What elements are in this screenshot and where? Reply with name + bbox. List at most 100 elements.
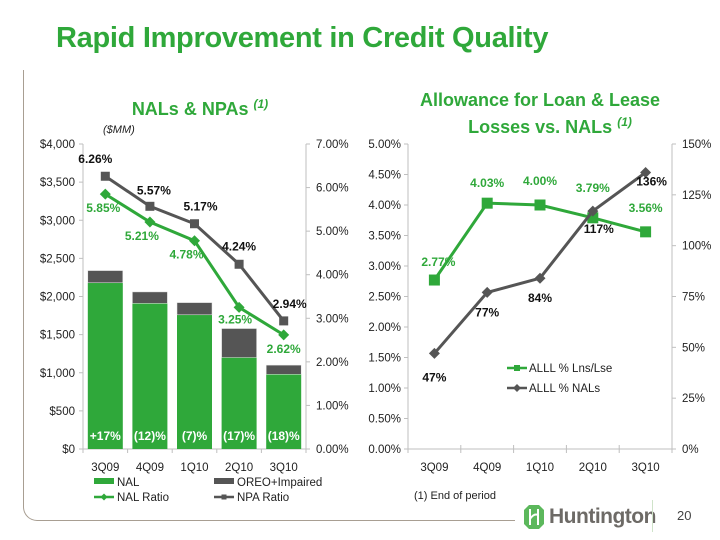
bar-change-label: (17)% — [223, 429, 255, 443]
right-y-tick-label: 1.00% — [316, 400, 349, 412]
legend-swatch — [94, 478, 114, 484]
bar-change-label: (18)% — [268, 429, 300, 443]
npa-ratio-label: 6.26% — [78, 152, 112, 166]
x-tick-label: 1Q10 — [180, 462, 208, 474]
legend-label: OREO+Impaired — [237, 477, 322, 489]
npa-ratio-label: 5.57% — [137, 183, 171, 197]
npa-ratio-label: 4.24% — [222, 239, 256, 253]
alll-nals-marker — [640, 166, 652, 178]
left-y-tick-label: $1,000 — [40, 368, 75, 380]
right-legend-label: ALLL % Lns/Lse — [529, 363, 612, 375]
right-chart-left-tick-label: 0.50% — [368, 414, 401, 426]
right-chart-right-tick-label: 150% — [682, 139, 711, 151]
page-number: 20 — [677, 508, 692, 523]
right-y-tick-label: 5.00% — [316, 226, 349, 238]
right-y-tick-label: 6.00% — [316, 183, 349, 195]
right-chart-right-tick-label: 0% — [682, 444, 699, 456]
x-tick-label: 3Q09 — [91, 462, 119, 474]
right-chart-right-tick-label: 125% — [682, 190, 711, 202]
left-y-tick-label: $500 — [49, 406, 75, 418]
alll-nals-label: 47% — [422, 370, 446, 384]
right-chart-title: Allowance for Loan & Lease Losses vs. NA… — [419, 90, 661, 137]
footnote: (1) End of period — [414, 490, 496, 502]
npa-ratio-label: 5.17% — [183, 200, 217, 214]
bar-nal — [266, 374, 302, 449]
right-legend-marker — [514, 365, 520, 371]
alll-lns-label: 3.79% — [576, 181, 610, 195]
left-y-tick-label: $0 — [62, 444, 75, 456]
alll-nals-label: 136% — [636, 174, 667, 188]
right-legend-marker — [513, 384, 521, 392]
alll-lns-marker — [428, 274, 440, 286]
legend-marker — [100, 493, 108, 501]
legend-label: NAL — [117, 477, 140, 489]
bar-oreo-impaired — [87, 270, 124, 284]
right-y-tick-label: 4.00% — [316, 270, 349, 282]
npa-ratio-marker — [234, 259, 244, 269]
left-chart-title: NALs & NPAs (1) — [131, 97, 269, 119]
npa-ratio-marker — [100, 171, 110, 181]
right-chart-x-tick-label: 4Q09 — [473, 462, 501, 474]
npa-ratio-label: 2.94% — [273, 297, 307, 311]
right-chart-x-tick-label: 1Q10 — [526, 462, 554, 474]
bar-change-label: +17% — [90, 429, 121, 443]
alll-lns-marker — [640, 226, 652, 238]
bar-oreo-impaired — [265, 364, 302, 375]
npa-ratio-marker — [279, 316, 289, 326]
nal-ratio-marker — [99, 188, 111, 200]
left-y-tick-label: $3,500 — [40, 177, 75, 189]
right-chart-left-tick-label: 0.00% — [368, 444, 401, 456]
legend-marker — [221, 494, 227, 500]
alll-lns-label: 4.03% — [470, 176, 504, 190]
alll-nals-label: 84% — [528, 291, 552, 305]
right-chart-left-tick-label: 2.50% — [368, 292, 401, 304]
right-legend-label: ALLL % NALs — [529, 383, 600, 395]
alll-lns-marker — [534, 199, 546, 211]
alll-nals-label: 77% — [475, 305, 499, 319]
alll-lns-label: 3.56% — [629, 201, 663, 215]
right-chart-right-tick-label: 100% — [682, 241, 711, 253]
slide-title: Rapid Improvement in Credit Quality — [56, 22, 549, 54]
left-y-tick-label: $2,500 — [40, 253, 75, 265]
right-chart-left-tick-label: 4.50% — [368, 170, 401, 182]
nal-ratio-label: 5.21% — [125, 229, 159, 243]
legend-label: NPA Ratio — [237, 492, 289, 504]
unit-label: ($MM) — [103, 124, 135, 136]
left-y-tick-label: $4,000 — [40, 139, 75, 151]
right-chart-left-tick-label: 1.00% — [368, 383, 401, 395]
right-chart-left-tick-label: 1.50% — [368, 353, 401, 365]
nal-ratio-marker — [144, 216, 156, 228]
npa-ratio-marker — [190, 219, 199, 229]
right-chart-x-tick-label: 3Q09 — [420, 462, 448, 474]
bar-change-label: (12)% — [134, 429, 166, 443]
right-chart-left-tick-label: 3.00% — [368, 261, 401, 273]
x-tick-label: 2Q10 — [225, 462, 253, 474]
right-y-tick-label: 7.00% — [316, 139, 349, 151]
bar-oreo-impaired — [176, 302, 213, 316]
alll-lns-marker — [481, 197, 493, 209]
huntington-logo-icon — [524, 505, 544, 529]
alll-lns-label: 4.00% — [523, 174, 557, 188]
alll-nals-marker — [587, 205, 599, 217]
nal-ratio-label: 5.85% — [86, 201, 120, 215]
alll-nals-marker — [534, 272, 546, 284]
alll-lns-label: 2.77% — [421, 255, 455, 269]
right-chart-left-tick-label: 5.00% — [368, 139, 401, 151]
right-chart-left-tick-label: 3.50% — [368, 231, 401, 243]
left-y-tick-label: $3,000 — [40, 215, 75, 227]
right-y-tick-label: 3.00% — [316, 313, 349, 325]
footer-divider — [652, 500, 653, 532]
alll-lns-line — [433, 201, 646, 281]
right-chart-x-tick-label: 3Q10 — [632, 462, 660, 474]
npa-ratio-marker — [145, 201, 155, 211]
bar-nal — [87, 282, 123, 449]
right-chart-x-tick-label: 2Q10 — [579, 462, 607, 474]
right-chart-right-tick-label: 25% — [682, 393, 705, 405]
right-y-tick-label: 2.00% — [316, 357, 349, 369]
nal-ratio-marker — [233, 301, 245, 313]
left-y-tick-label: $1,500 — [40, 330, 75, 342]
alll-nals-marker — [428, 347, 440, 359]
alll-nals-label: 117% — [584, 222, 614, 236]
right-chart-left-tick-label: 4.00% — [368, 200, 401, 212]
